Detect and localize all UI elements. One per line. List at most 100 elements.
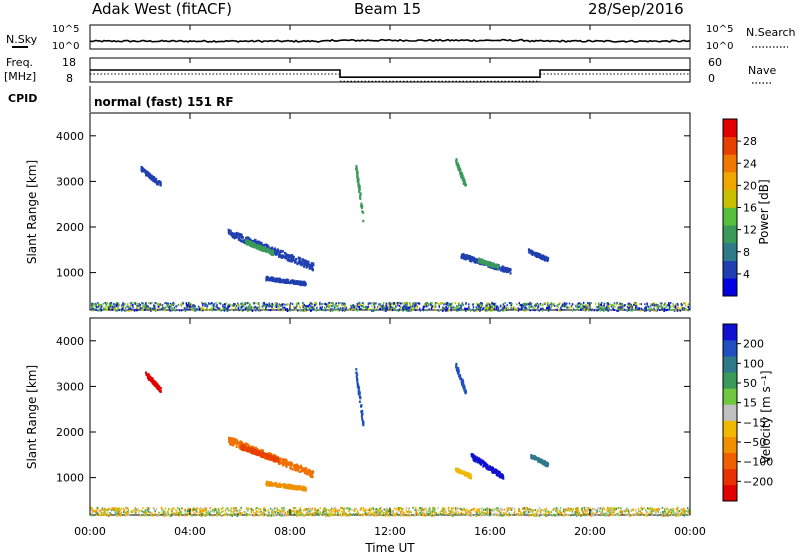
scatter-point — [98, 514, 101, 517]
echo-point-0 — [310, 475, 313, 478]
echo-point-0 — [228, 439, 231, 442]
scatter-point — [425, 303, 427, 306]
scatter-point — [371, 507, 373, 510]
scatter-point — [621, 305, 623, 308]
colorbar-swatch — [723, 172, 737, 191]
scatter-point — [549, 307, 551, 310]
echo-point-0 — [303, 265, 305, 268]
echo-point-3 — [507, 267, 509, 271]
scatter-point — [263, 303, 266, 305]
echo-point-0 — [276, 253, 278, 256]
echo-point-1 — [269, 454, 272, 458]
scatter-point — [608, 307, 610, 309]
scatter-point — [600, 307, 603, 310]
scatter-point — [284, 509, 286, 512]
scatter-point — [606, 305, 608, 308]
echo-point-0 — [230, 437, 233, 440]
scatter-point — [568, 306, 571, 309]
scatter-point — [193, 309, 195, 312]
scatter-point — [662, 511, 664, 513]
scatter-point — [384, 514, 387, 517]
scatter-point — [350, 513, 352, 516]
scatter-point — [588, 512, 590, 515]
scatter-point — [540, 509, 543, 512]
scatter-point — [155, 308, 157, 311]
scatter-point — [127, 305, 129, 308]
scatter-point — [238, 509, 240, 512]
scatter-point — [294, 306, 297, 309]
scatter-point — [146, 304, 148, 307]
scatter-point — [187, 308, 189, 311]
echo-point-2 — [288, 281, 290, 284]
scatter-point — [421, 508, 423, 511]
echo-point-4 — [488, 261, 491, 264]
scatter-point — [267, 509, 269, 512]
echo-point-1 — [265, 456, 268, 459]
scatter-point — [476, 512, 478, 515]
scatter-point — [400, 507, 402, 509]
scatter-point — [209, 512, 211, 515]
scatter-point — [637, 507, 640, 510]
echo-point-0 — [279, 458, 282, 462]
scatter-point — [250, 511, 253, 513]
scatter-point — [356, 303, 359, 306]
scatter-point — [172, 507, 174, 510]
scatter-point — [272, 307, 274, 310]
echo-point-0 — [301, 262, 304, 265]
scatter-point — [111, 308, 114, 311]
scatter-point — [683, 514, 685, 517]
echo-point-0 — [287, 255, 290, 258]
scatter-point — [406, 308, 408, 311]
scatter-point — [671, 508, 673, 511]
scatter-point — [191, 508, 194, 511]
scatter-point — [105, 303, 107, 306]
scatter-point — [476, 508, 479, 511]
scatter-point — [271, 305, 273, 308]
scatter-point — [113, 306, 115, 309]
date-title: 28/Sep/2016 — [588, 0, 684, 18]
scatter-point — [195, 509, 197, 512]
scatter-point — [297, 302, 300, 305]
scatter-point — [424, 514, 426, 517]
scatter-point — [196, 307, 199, 310]
scatter-point — [557, 306, 559, 309]
scatter-point — [396, 507, 398, 510]
scatter-point — [206, 307, 208, 310]
scatter-point — [591, 507, 594, 510]
echo-point-0 — [231, 443, 234, 447]
scatter-point — [608, 511, 611, 513]
scatter-point — [489, 309, 492, 312]
scatter-point — [216, 511, 218, 514]
scatter-point — [358, 303, 360, 306]
scatter-point — [460, 512, 463, 515]
scatter-point — [375, 508, 378, 510]
echo-point-3 — [506, 269, 509, 273]
scatter-point — [428, 508, 430, 511]
scatter-point — [433, 514, 435, 517]
scatter-point — [659, 304, 661, 307]
scatter-point — [179, 510, 181, 513]
scatter-point — [429, 303, 431, 306]
scatter-point — [438, 302, 440, 305]
scatter-point — [146, 307, 148, 310]
scatter-point — [518, 302, 521, 305]
scatter-point — [657, 307, 659, 310]
scatter-point — [517, 307, 519, 310]
scatter-point — [603, 302, 606, 305]
scatter-point — [344, 309, 346, 312]
scatter-point — [196, 511, 198, 514]
scatter-point — [432, 305, 435, 308]
scatter-point — [246, 308, 248, 311]
scatter-point — [644, 513, 647, 516]
scatter-point — [340, 507, 342, 509]
scatter-point — [380, 304, 382, 307]
scatter-point — [217, 508, 220, 511]
echo-point-2 — [265, 276, 268, 280]
scatter-point — [232, 309, 235, 312]
echo-point-1 — [261, 453, 264, 456]
scatter-point — [115, 512, 117, 515]
scatter-point — [203, 302, 205, 305]
scatter-point — [317, 513, 319, 516]
echo-point-0 — [296, 262, 299, 266]
scatter-point — [122, 303, 124, 306]
